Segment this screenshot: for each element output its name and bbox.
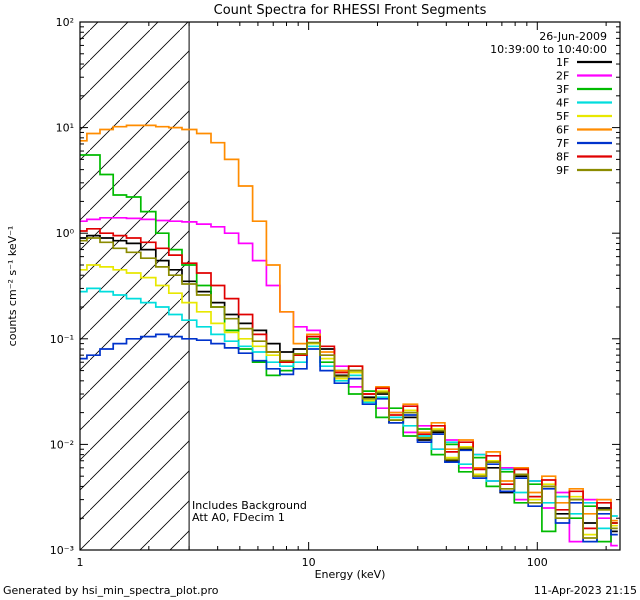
obs-date: 26-Jun-2009 bbox=[539, 30, 607, 43]
legend-label-4F: 4F bbox=[556, 97, 569, 110]
x-tick-label: 100 bbox=[527, 556, 548, 569]
y-tick-label: 10⁻² bbox=[50, 438, 74, 451]
legend-label-9F: 9F bbox=[556, 164, 569, 177]
x-tick-label: 10 bbox=[302, 556, 316, 569]
legend-label-3F: 3F bbox=[556, 83, 569, 96]
legend-label-2F: 2F bbox=[556, 70, 569, 83]
y-tick-label: 10¹ bbox=[56, 122, 74, 135]
x-tick-label: 1 bbox=[77, 556, 84, 569]
x-axis-label: Energy (keV) bbox=[315, 568, 386, 581]
series-9F-curve bbox=[80, 237, 618, 539]
y-tick-label: 10² bbox=[56, 16, 74, 29]
series-curves bbox=[80, 124, 618, 547]
y-tick-label: 10⁻³ bbox=[50, 544, 74, 557]
axis-ticks bbox=[79, 21, 620, 551]
y-axis-label: counts cm⁻² s⁻¹ keV⁻¹ bbox=[6, 226, 19, 347]
plot-frame bbox=[79, 21, 621, 551]
excluded-region-hatch bbox=[80, 22, 190, 550]
annotation-includes-background: Includes Background bbox=[192, 499, 307, 512]
y-tick-label: 10⁰ bbox=[56, 227, 75, 240]
legend-label-5F: 5F bbox=[556, 110, 569, 123]
obs-time-range: 10:39:00 to 10:40:00 bbox=[490, 43, 607, 56]
legend-label-7F: 7F bbox=[556, 137, 569, 150]
footer-generated-timestamp: 11-Apr-2023 21:15 bbox=[534, 584, 637, 597]
footer-script-name: Generated by hsi_min_spectra_plot.pro bbox=[3, 584, 219, 597]
y-tick-label: 10⁻¹ bbox=[50, 333, 74, 346]
legend-label-6F: 6F bbox=[556, 124, 569, 137]
annotation-attenuator: Att A0, FDecim 1 bbox=[192, 511, 285, 524]
legend-label-1F: 1F bbox=[556, 56, 569, 69]
legend-label-8F: 8F bbox=[556, 151, 569, 164]
chart-title: Count Spectra for RHESSI Front Segments bbox=[214, 3, 487, 18]
